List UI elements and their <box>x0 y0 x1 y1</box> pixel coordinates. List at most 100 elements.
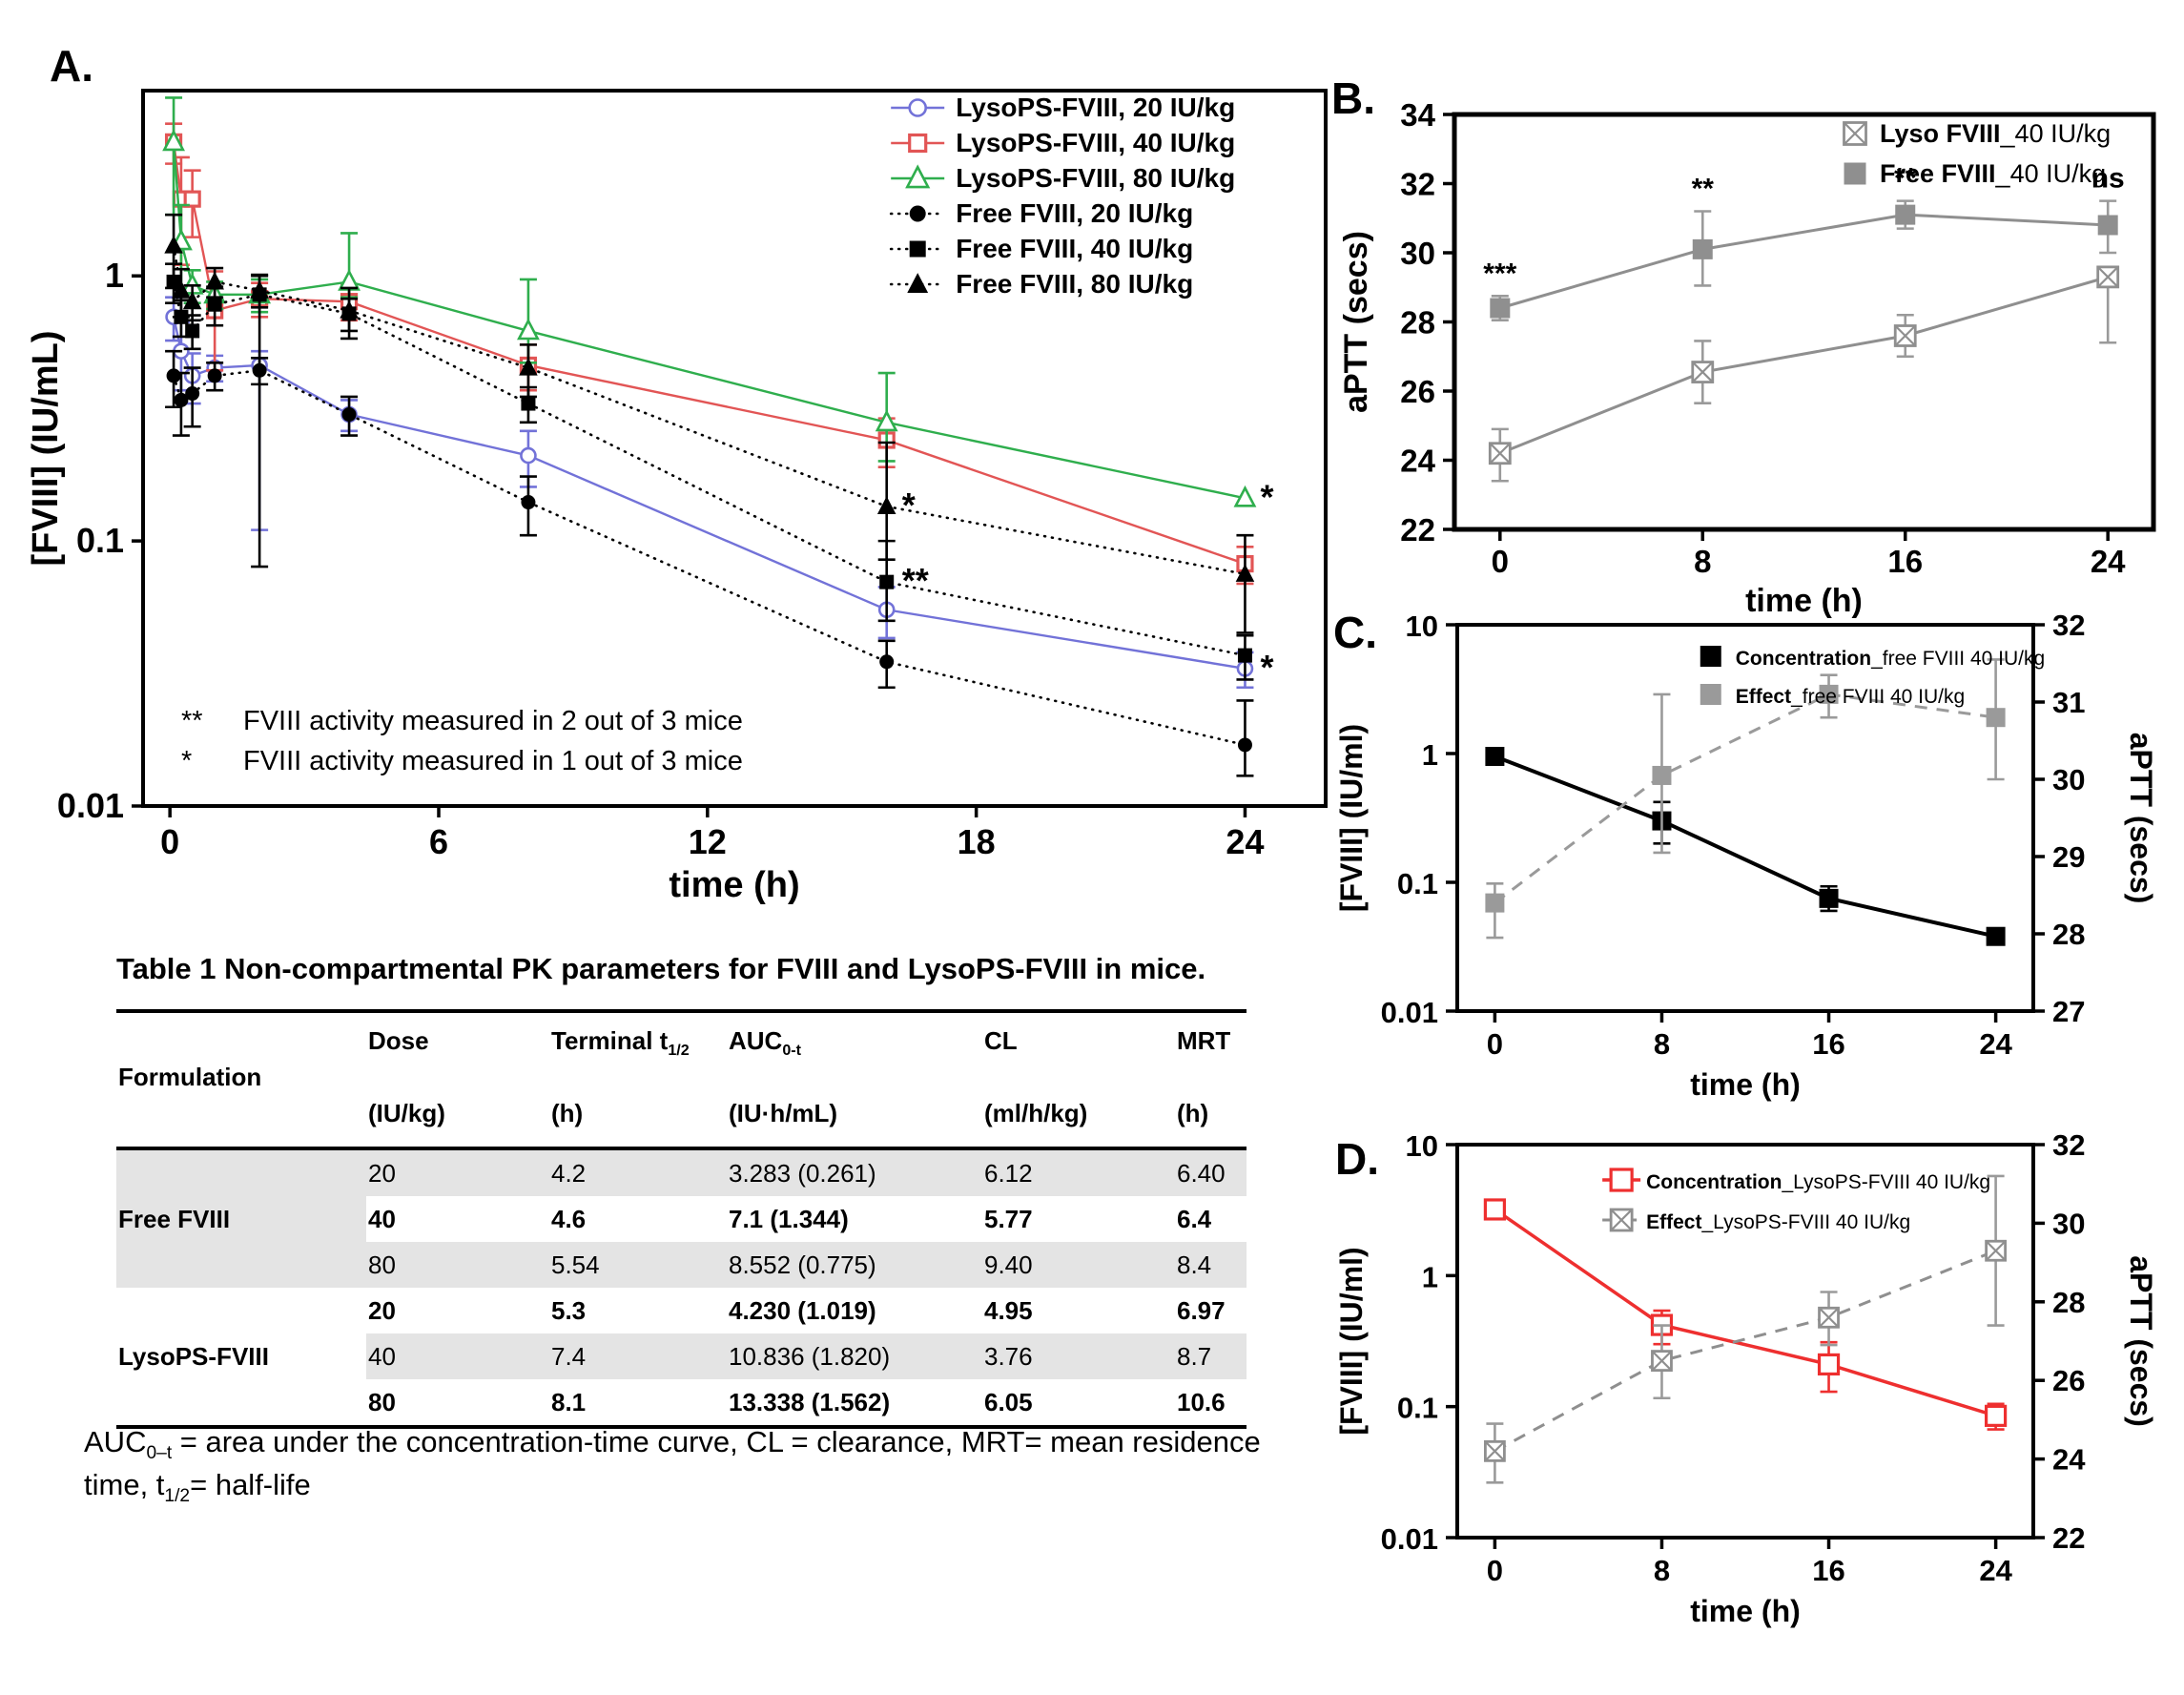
table-cell: 5.54 <box>549 1242 727 1288</box>
svg-text:24: 24 <box>1226 822 1264 861</box>
svg-text:12: 12 <box>689 822 727 861</box>
mice-annotations: ** FVIII activity measured in 2 out of 3 … <box>181 706 743 776</box>
svg-text:[FVIII] (IU/ml): [FVIII] (IU/ml) <box>1334 1247 1369 1435</box>
x-axis: 0 8 16 24 time (h) <box>1492 529 2126 619</box>
series-1 <box>1485 658 2006 940</box>
panel-a-chart: 0 6 12 18 24 time (h) 1 0.1 0.01 [FVIII] (IU/mL) *… <box>26 89 1328 905</box>
svg-text:Effect_LysoPS-FVIII 40 IU/kg: Effect_LysoPS-FVIII 40 IU/kg <box>1646 1211 1910 1233</box>
table-cell: 7.4 <box>549 1333 727 1379</box>
svg-text:8: 8 <box>1694 544 1711 579</box>
svg-text:Concentration_LysoPS-FVIII 40: Concentration_LysoPS-FVIII 40 IU/kg <box>1646 1171 1990 1193</box>
svg-text:28: 28 <box>1400 305 1435 341</box>
svg-text:32: 32 <box>1400 167 1435 202</box>
table-cell: 6.4 <box>1177 1204 1212 1233</box>
svg-text:6: 6 <box>429 822 448 861</box>
svg-text:[FVIII] (IU/mL): [FVIII] (IU/mL) <box>26 331 66 567</box>
series-0: * <box>165 296 1273 690</box>
svg-text:16: 16 <box>1887 544 1923 579</box>
panel-c-chart: 0 8 16 24 time (h) 10 1 0.1 0.01 [FVIII] (IU/ml) 2… <box>1334 609 2158 1102</box>
legend: Concentration_LysoPS-FVIII 40 IU/kg Effec… <box>1602 1168 1990 1233</box>
table-cell: 8.1 <box>551 1387 587 1416</box>
y-axis-left: 10 1 0.1 0.01 [FVIII] (IU/ml) <box>1334 1129 1457 1556</box>
column-header: AUC0-t (IU·h/mL) <box>729 1026 838 1127</box>
panel-a-label: A. <box>50 41 93 91</box>
x-axis: 0 8 16 24 time (h) <box>1487 1011 2013 1102</box>
table-cell: 10.836 (1.820) <box>727 1333 982 1379</box>
svg-text:aPTT (secs): aPTT (secs) <box>2124 1255 2158 1427</box>
table-row: Free FVIII 20 4.2 3.283 (0.261) 6.12 6.40 <box>116 1148 1247 1288</box>
svg-text:0: 0 <box>1487 1027 1503 1061</box>
svg-text:0.01: 0.01 <box>1381 1522 1438 1556</box>
svg-text:0.1: 0.1 <box>1397 867 1438 900</box>
column-header: Formulation <box>118 1063 262 1091</box>
svg-text:28: 28 <box>2052 1286 2085 1319</box>
formulation-group-cell: LysoPS-FVIII <box>118 1341 269 1371</box>
svg-text:28: 28 <box>2052 918 2085 951</box>
svg-text:aPTT (secs): aPTT (secs) <box>1338 231 1374 413</box>
svg-text:29: 29 <box>2052 840 2085 874</box>
table-cell: 6.05 <box>984 1387 1033 1416</box>
svg-text:10: 10 <box>1406 1129 1438 1163</box>
svg-text:Free FVIII_40 IU/kg: Free FVIII_40 IU/kg <box>1880 159 2106 188</box>
table-cell: 20 <box>366 1148 549 1196</box>
svg-text:0.01: 0.01 <box>1381 996 1438 1029</box>
svg-text:Lyso FVIII_40 IU/kg: Lyso FVIII_40 IU/kg <box>1880 119 2111 148</box>
svg-text:32: 32 <box>2052 609 2085 642</box>
series-0 <box>1485 747 2006 946</box>
svg-text:Free FVIII, 20 IU/kg: Free FVIII, 20 IU/kg <box>956 198 1193 228</box>
column-header: Dose (IU/kg) <box>368 1026 445 1127</box>
pk-table-header: Formulation Dose (IU/kg) Terminal t1/2 (h) AU… <box>116 1011 1247 1148</box>
svg-text:24: 24 <box>1979 1554 2012 1587</box>
table-cell: 5.77 <box>984 1204 1033 1233</box>
column-header: CL (ml/h/kg) <box>984 1026 1088 1127</box>
table-cell: 4.6 <box>551 1204 587 1233</box>
table-cell: 6.40 <box>1175 1148 1247 1196</box>
svg-text:0: 0 <box>1487 1554 1503 1587</box>
y-axis-left: 22 24 26 28 30 32 34 aPTT (secs) <box>1338 97 1454 548</box>
svg-text:24: 24 <box>2052 1443 2086 1477</box>
svg-text:8: 8 <box>1654 1554 1670 1587</box>
svg-text:24: 24 <box>1400 444 1435 479</box>
legend: Lyso FVIII_40 IU/kg Free FVIII_40 IU/kg <box>1843 119 2111 188</box>
pk-table: Formulation Dose (IU/kg) Terminal t1/2 (h) AU… <box>116 1009 1247 1429</box>
table-cell: 8.552 (0.775) <box>727 1242 982 1288</box>
svg-text:0.1: 0.1 <box>1397 1392 1438 1425</box>
table-cell: 8.7 <box>1175 1333 1247 1379</box>
svg-text:*: * <box>902 486 916 525</box>
table-cell: 13.338 (1.562) <box>729 1387 891 1416</box>
table-cell: 7.1 (1.344) <box>729 1204 849 1233</box>
legend: Concentration_free FVIII 40 IU/kg Effect_… <box>1700 646 2045 708</box>
series-1 <box>1483 1174 2008 1484</box>
svg-text:time (h): time (h) <box>1690 1067 1801 1102</box>
svg-text:22: 22 <box>1400 512 1435 548</box>
table-cell: 40 <box>368 1204 396 1233</box>
y-axis-right: 27 28 29 30 31 32 aPTT (secs) <box>2033 609 2158 1028</box>
table-row: 40 4.6 7.1 (1.344) 5.77 6.4 <box>116 1196 1247 1242</box>
svg-text:8: 8 <box>1654 1027 1670 1061</box>
y-axis-right: 22 24 26 28 30 32 aPTT (secs) <box>2033 1128 2158 1555</box>
table-title: Table 1 Non-compartmental PK parameters … <box>116 952 1206 985</box>
svg-text:**: ** <box>1692 174 1715 205</box>
pk-table-body: Free FVIII 20 4.2 3.283 (0.261) 6.12 6.40 40 4.… <box>116 1148 1247 1427</box>
svg-text:0.01: 0.01 <box>57 786 124 825</box>
svg-text:aPTT (secs): aPTT (secs) <box>2124 733 2158 904</box>
table-cell: 9.40 <box>982 1242 1175 1288</box>
plot-box <box>1455 1143 2035 1540</box>
svg-text:26: 26 <box>1400 374 1435 409</box>
column-header: Terminal t1/2 (h) <box>551 1026 690 1127</box>
table-row: 80 5.54 8.552 (0.775) 9.40 8.4 <box>116 1242 1247 1288</box>
svg-text:27: 27 <box>2052 995 2085 1028</box>
svg-text:1: 1 <box>1422 1260 1438 1293</box>
svg-text:FVIII activity measured in 2 o: FVIII activity measured in 2 out of 3 mi… <box>243 706 743 736</box>
svg-text:18: 18 <box>958 822 996 861</box>
svg-text:**: ** <box>902 561 929 600</box>
series-3 <box>165 349 1254 777</box>
svg-text:26: 26 <box>2052 1364 2085 1397</box>
panel-d-label: D. <box>1335 1134 1379 1184</box>
table-cell: 20 <box>368 1295 396 1325</box>
panel-b-label: B. <box>1331 73 1375 123</box>
column-header: MRT (h) <box>1177 1026 1231 1127</box>
svg-text:LysoPS-FVIII, 40 IU/kg: LysoPS-FVIII, 40 IU/kg <box>956 128 1235 157</box>
table-cell: 6.97 <box>1177 1295 1226 1325</box>
